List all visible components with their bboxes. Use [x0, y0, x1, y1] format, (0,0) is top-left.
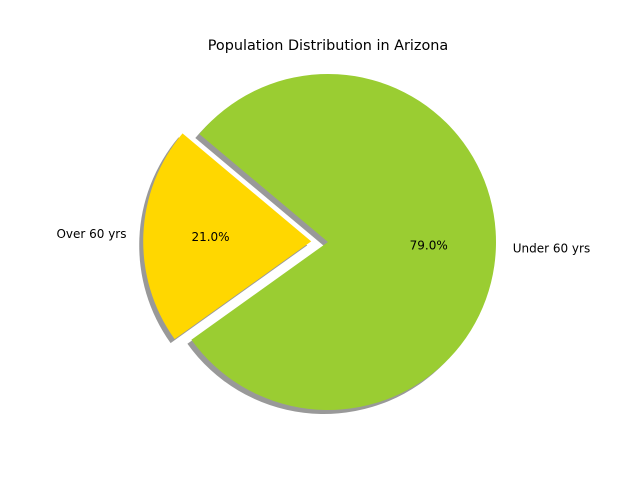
slice-label-under-60-yrs: Under 60 yrs [513, 242, 591, 256]
pie-slice-over-60-yrs [143, 133, 312, 340]
pie-slice-under-60-yrs [191, 73, 496, 410]
chart-title: Population Distribution in Arizona [208, 38, 448, 54]
pie-label-layer: Over 60 yrs 21.0% Under 60 yrs 79.0% [56, 227, 590, 256]
slice-percent-under-60-yrs: 79.0% [410, 238, 448, 252]
slice-percent-over-60-yrs: 21.0% [191, 230, 229, 244]
slice-label-over-60-yrs: Over 60 yrs [56, 227, 126, 241]
pie-slice-layer [143, 73, 496, 410]
